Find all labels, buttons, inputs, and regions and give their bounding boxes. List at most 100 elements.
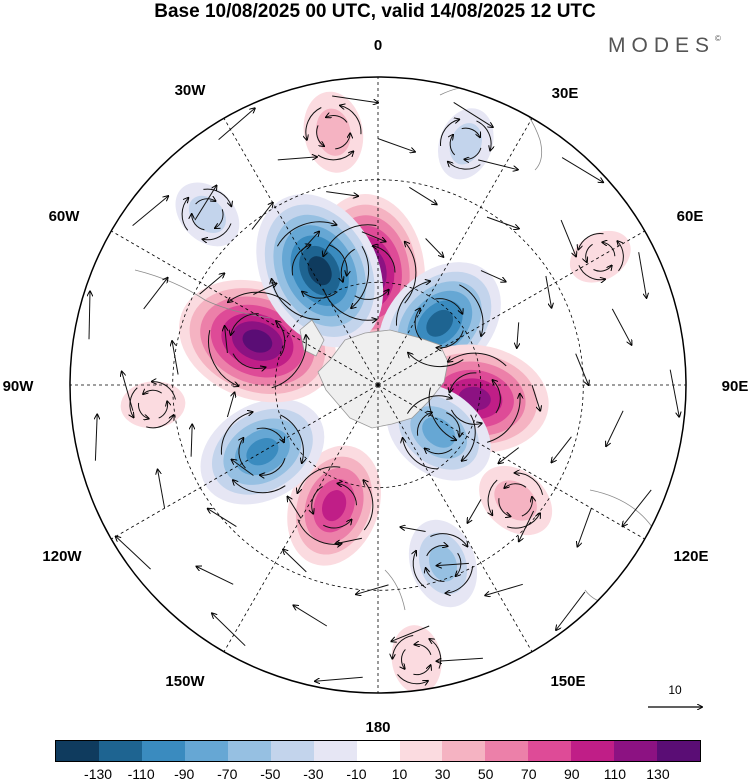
positive-anomaly-0-streamline-1-2 xyxy=(323,224,377,256)
colorbar-swatch-11 xyxy=(528,741,572,761)
positive-anomaly-90W-edge-streamline-1-1 xyxy=(152,382,176,400)
negative-anomaly-150E xyxy=(408,519,478,608)
positive-anomaly-180-streamline-1-2 xyxy=(429,639,442,669)
positive-anomaly-45E-edge-streamline-1-1 xyxy=(617,241,624,272)
colorbar-swatch-0 xyxy=(56,741,99,761)
negative-anomaly-15E-edge-streamline-0-0 xyxy=(461,127,480,137)
negative-anomaly-30E-level-5 xyxy=(426,309,454,337)
negative-anomaly-120E-streamline-1-1 xyxy=(406,396,451,414)
background-streamline-39-240 xyxy=(191,425,192,457)
lon-label-120w: 120W xyxy=(42,548,82,565)
colorbar-swatch-5 xyxy=(270,741,314,761)
background-streamline-48-192 xyxy=(293,605,328,627)
colorbar-swatch-12 xyxy=(571,741,615,761)
negative-anomaly-40W-edge-streamline-0-1 xyxy=(215,209,224,228)
positive-anomaly-130E xyxy=(479,465,553,536)
lon-label-120e: 120E xyxy=(673,548,708,565)
background-streamline-39-48 xyxy=(545,275,552,308)
colorbar xyxy=(55,740,701,762)
colorbar-label-1: -110 xyxy=(127,766,155,782)
negative-anomaly-150E-streamline-0-2 xyxy=(456,552,462,576)
colorbar-swatch-7 xyxy=(356,741,400,761)
positive-anomaly-45E-edge-streamline-0-1 xyxy=(602,242,616,257)
background-streamline-57-336 xyxy=(332,95,378,103)
wind-streamlines xyxy=(89,95,679,684)
background-streamline-57-24 xyxy=(561,157,603,183)
positive-anomaly-45E-edge-streamline-0-0 xyxy=(586,243,593,262)
modes-logo: MODES© xyxy=(608,34,721,58)
negative-anomaly-30E-streamline-0-2 xyxy=(434,298,462,314)
reference-vector: 10 xyxy=(648,683,702,707)
negative-anomaly-15E-edge-streamline-0-2 xyxy=(450,135,456,156)
background-streamline-30-96 xyxy=(499,447,520,464)
positive-anomaly-90E-streamline-0-0 xyxy=(493,380,501,414)
positive-anomaly-60W-streamline-0-2 xyxy=(276,321,286,357)
negative-anomaly-30E-streamline-0-1 xyxy=(414,309,423,341)
background-streamline-30-288 xyxy=(253,283,276,295)
positive-anomaly-30W-streamline-1-2 xyxy=(317,151,353,161)
background-streamline-57-240 xyxy=(95,415,97,461)
colorbar-swatch-2 xyxy=(141,741,185,761)
positive-anomaly-0-streamline-1-0 xyxy=(405,242,417,304)
background-streamline-48-216 xyxy=(197,567,234,585)
colorbar-swatch-9 xyxy=(442,741,486,761)
colorbar-label-10: 70 xyxy=(520,766,537,782)
positive-anomaly-180-streamline-1-0 xyxy=(397,674,428,683)
negative-anomaly-150E-streamline-1-0 xyxy=(413,551,427,589)
positive-anomaly-30W-streamline-1-1 xyxy=(340,106,362,135)
colorbar-swatch-6 xyxy=(313,741,357,761)
colorbar-swatch-3 xyxy=(184,741,228,761)
negative-anomaly-150E-streamline-1-2 xyxy=(446,566,474,593)
positive-anomaly-0-streamline-1-1 xyxy=(322,288,376,320)
longitude-labels: 0 30E 60E 90E 120E 150E 180 150W 120W 90… xyxy=(3,37,749,736)
positive-anomaly-60W-streamline-0-1 xyxy=(231,313,259,335)
negative-anomaly-30E-streamline-1-0 xyxy=(408,353,464,368)
colorbar-label-8: 30 xyxy=(434,766,451,782)
positive-anomaly-150W-streamline-0-2 xyxy=(338,484,357,506)
positive-anomaly-130E-streamline-0-0 xyxy=(521,497,532,517)
negative-anomaly-15E-edge-streamline-0-1 xyxy=(464,147,482,160)
positive-anomaly-30W-streamline-0-1 xyxy=(326,116,348,123)
lon-label-60e: 60E xyxy=(677,208,704,225)
positive-anomaly-90E-streamline-1-0 xyxy=(486,394,520,443)
background-streamline-48-120 xyxy=(578,508,592,546)
background-streamline-57-168 xyxy=(315,676,363,681)
negative-anomaly-30E-streamline-1-1 xyxy=(395,281,430,326)
positive-anomaly-130E-streamline-1-1 xyxy=(488,479,498,515)
negative-anomaly-30E-streamline-0-0 xyxy=(437,330,464,348)
colorbar-label-0: -130 xyxy=(84,766,113,782)
negative-anomaly-150E-streamline-0-0 xyxy=(426,568,445,582)
positive-anomaly-150W-streamline-0-0 xyxy=(323,520,351,529)
background-streamline-48-48 xyxy=(560,219,576,256)
negative-anomaly-120W-streamline-1-0 xyxy=(220,412,252,455)
colorbar-swatch-14 xyxy=(657,741,701,761)
positive-anomaly-90W-edge-streamline-0-0 xyxy=(138,402,148,419)
positive-anomaly-130E-streamline-0-2 xyxy=(504,484,527,488)
background-streamline-30-144 xyxy=(401,527,426,532)
background-streamline-57-264 xyxy=(89,291,90,340)
negative-anomaly-45W-streamline-0-2 xyxy=(302,292,338,299)
background-streamline-39-312 xyxy=(251,203,273,230)
background-streamline-30-240 xyxy=(226,393,234,418)
positive-anomaly-60W-streamline-0-0 xyxy=(232,353,265,369)
background-streamline-48-96 xyxy=(606,410,624,446)
background-streamline-57-96 xyxy=(623,489,652,526)
background-streamline-57-144 xyxy=(437,657,483,661)
background-streamline-30-192 xyxy=(288,497,302,519)
colorbar-swatch-8 xyxy=(399,741,443,761)
colorbar-label-9: 50 xyxy=(477,766,494,782)
background-streamline-39-24 xyxy=(486,216,519,229)
positive-anomaly-45E-edge-streamline-0-2 xyxy=(593,266,612,272)
background-streamline-39-120 xyxy=(519,510,535,541)
positive-anomaly-90W-edge-streamline-0-1 xyxy=(143,390,162,394)
positive-anomaly-30W-streamline-0-2 xyxy=(335,133,350,150)
positive-anomaly-90E-streamline-1-2 xyxy=(448,352,507,367)
background-streamline-48-264 xyxy=(122,372,134,411)
reference-vector-label: 10 xyxy=(668,683,682,697)
positive-anomaly-90E-streamline-0-2 xyxy=(450,372,477,392)
positive-anomaly-30W-streamline-0-0 xyxy=(316,125,324,146)
lon-label-180: 180 xyxy=(365,719,390,736)
lon-label-60w: 60W xyxy=(49,208,81,225)
negative-anomaly-40W-edge-streamline-1-2 xyxy=(181,198,188,231)
negative-anomaly-30E-streamline-1-2 xyxy=(459,284,483,336)
